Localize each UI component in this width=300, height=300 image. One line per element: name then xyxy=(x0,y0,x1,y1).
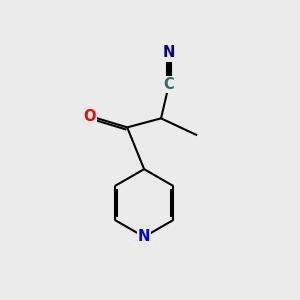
Text: N: N xyxy=(163,45,175,60)
Text: C: C xyxy=(164,77,174,92)
Text: N: N xyxy=(138,230,150,244)
Text: O: O xyxy=(84,109,96,124)
